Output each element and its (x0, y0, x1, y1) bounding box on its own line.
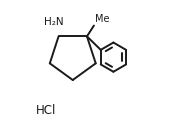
Text: H₂N: H₂N (44, 18, 63, 27)
Text: Me: Me (95, 14, 109, 24)
Text: HCl: HCl (36, 104, 56, 117)
